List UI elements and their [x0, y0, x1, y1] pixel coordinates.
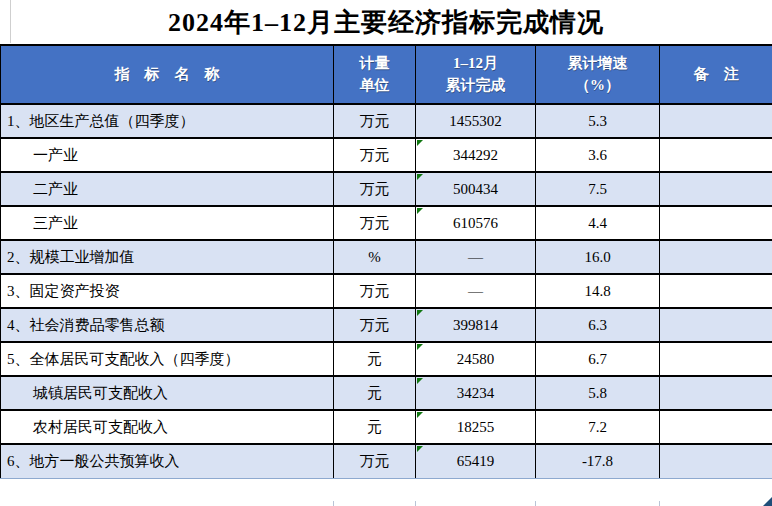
title-bar: 2024年1–12月主要经济指标完成情况 — [0, 0, 772, 44]
table-row: 城镇居民可支配收入 元 34234 5.8 — [1, 376, 772, 410]
indicators-table: 指 标 名 称 计量 单位 1–12月 累计完成 累计增速 （%） 备 注 1、… — [0, 44, 772, 479]
cell-growth[interactable]: 4.4 — [536, 206, 660, 240]
page-title[interactable]: 2024年1–12月主要经济指标完成情况 — [168, 5, 604, 40]
cell-unit[interactable]: 元 — [334, 376, 416, 410]
cell-indicator[interactable]: 6、地方一般公共预算收入 — [1, 444, 334, 478]
cell-remark[interactable] — [660, 104, 772, 138]
cell-remark[interactable] — [660, 410, 772, 444]
cell-value[interactable]: — — [416, 274, 536, 308]
cell-unit[interactable]: 万元 — [334, 104, 416, 138]
table-row: 5、全体居民可支配收入（四季度） 元 24580 6.7 — [1, 342, 772, 376]
table-row: 3、固定资产投资 万元 — 14.8 — [1, 274, 772, 308]
cell-unit[interactable]: % — [334, 240, 416, 274]
table-row: 农村居民可支配收入 元 18255 7.2 — [1, 410, 772, 444]
cell-indicator[interactable]: 1、地区生产总值（四季度） — [1, 104, 334, 138]
gridline — [415, 501, 416, 506]
table-row: 二产业 万元 500434 7.5 — [1, 172, 772, 206]
gridline — [535, 501, 536, 506]
cell-remark[interactable] — [660, 444, 772, 478]
cell-unit[interactable]: 万元 — [334, 172, 416, 206]
cell-remark[interactable] — [660, 240, 772, 274]
cell-value[interactable]: 399814 — [416, 308, 536, 342]
cell-remark[interactable] — [660, 138, 772, 172]
cell-indicator[interactable]: 2、规模工业增加值 — [1, 240, 334, 274]
error-flag-icon — [417, 344, 423, 350]
table-row: 三产业 万元 610576 4.4 — [1, 206, 772, 240]
error-flag-icon — [417, 140, 423, 146]
gridline — [10, 0, 11, 43]
cell-unit[interactable]: 万元 — [334, 308, 416, 342]
cell-unit[interactable]: 万元 — [334, 274, 416, 308]
cell-indicator[interactable]: 5、全体居民可支配收入（四季度） — [1, 342, 334, 376]
cell-remark[interactable] — [660, 206, 772, 240]
error-flag-icon — [417, 378, 423, 384]
header-row: 指 标 名 称 计量 单位 1–12月 累计完成 累计增速 （%） 备 注 — [1, 45, 772, 104]
cell-value[interactable]: 500434 — [416, 172, 536, 206]
cell-unit[interactable]: 万元 — [334, 206, 416, 240]
cell-unit[interactable]: 元 — [334, 410, 416, 444]
table-row: 6、地方一般公共预算收入 万元 65419 -17.8 — [1, 444, 772, 478]
cell-growth[interactable]: 6.3 — [536, 308, 660, 342]
cell-growth[interactable]: 7.2 — [536, 410, 660, 444]
cell-growth[interactable]: 5.8 — [536, 376, 660, 410]
error-flag-icon — [417, 412, 423, 418]
cell-unit[interactable]: 万元 — [334, 138, 416, 172]
header-indicator-name[interactable]: 指 标 名 称 — [1, 45, 334, 104]
cell-growth[interactable]: 5.3 — [536, 104, 660, 138]
cell-growth[interactable]: -17.8 — [536, 444, 660, 478]
cell-remark[interactable] — [660, 342, 772, 376]
table-row: 一产业 万元 344292 3.6 — [1, 138, 772, 172]
selection-handle-icon[interactable] — [763, 497, 772, 506]
cutoff-row-strip — [0, 501, 772, 506]
cell-value[interactable]: 344292 — [416, 138, 536, 172]
cell-growth[interactable]: 3.6 — [536, 138, 660, 172]
error-flag-icon — [417, 208, 423, 214]
cell-value[interactable]: 34234 — [416, 376, 536, 410]
table-row: 2、规模工业增加值 % — 16.0 — [1, 240, 772, 274]
cell-indicator[interactable]: 一产业 — [1, 138, 334, 172]
cell-unit[interactable]: 元 — [334, 342, 416, 376]
header-cumulative[interactable]: 1–12月 累计完成 — [416, 45, 536, 104]
cell-indicator[interactable]: 农村居民可支配收入 — [1, 410, 334, 444]
cell-growth[interactable]: 16.0 — [536, 240, 660, 274]
cell-indicator[interactable]: 4、社会消费品零售总额 — [1, 308, 334, 342]
cell-value[interactable]: 1455302 — [416, 104, 536, 138]
cell-growth[interactable]: 14.8 — [536, 274, 660, 308]
gridline — [333, 501, 334, 506]
cell-remark[interactable] — [660, 274, 772, 308]
cell-indicator[interactable]: 3、固定资产投资 — [1, 274, 334, 308]
gridline — [659, 501, 660, 506]
cell-value[interactable]: 610576 — [416, 206, 536, 240]
cell-value[interactable]: 65419 — [416, 444, 536, 478]
cell-indicator[interactable]: 二产业 — [1, 172, 334, 206]
spreadsheet-view: 2024年1–12月主要经济指标完成情况 指 标 名 称 计量 单位 1–12月… — [0, 0, 772, 506]
cell-unit[interactable]: 万元 — [334, 444, 416, 478]
cell-growth[interactable]: 7.5 — [536, 172, 660, 206]
cell-remark[interactable] — [660, 376, 772, 410]
error-flag-icon — [417, 174, 423, 180]
cell-value[interactable]: — — [416, 240, 536, 274]
cell-remark[interactable] — [660, 172, 772, 206]
cell-remark[interactable] — [660, 308, 772, 342]
header-remark[interactable]: 备 注 — [660, 45, 772, 104]
header-unit[interactable]: 计量 单位 — [334, 45, 416, 104]
cell-indicator[interactable]: 城镇居民可支配收入 — [1, 376, 334, 410]
cell-value[interactable]: 18255 — [416, 410, 536, 444]
table-row: 4、社会消费品零售总额 万元 399814 6.3 — [1, 308, 772, 342]
error-flag-icon — [417, 310, 423, 316]
error-flag-icon — [417, 446, 423, 452]
cell-value[interactable]: 24580 — [416, 342, 536, 376]
cell-indicator[interactable]: 三产业 — [1, 206, 334, 240]
header-growth[interactable]: 累计增速 （%） — [536, 45, 660, 104]
table-row: 1、地区生产总值（四季度） 万元 1455302 5.3 — [1, 104, 772, 138]
cell-growth[interactable]: 6.7 — [536, 342, 660, 376]
